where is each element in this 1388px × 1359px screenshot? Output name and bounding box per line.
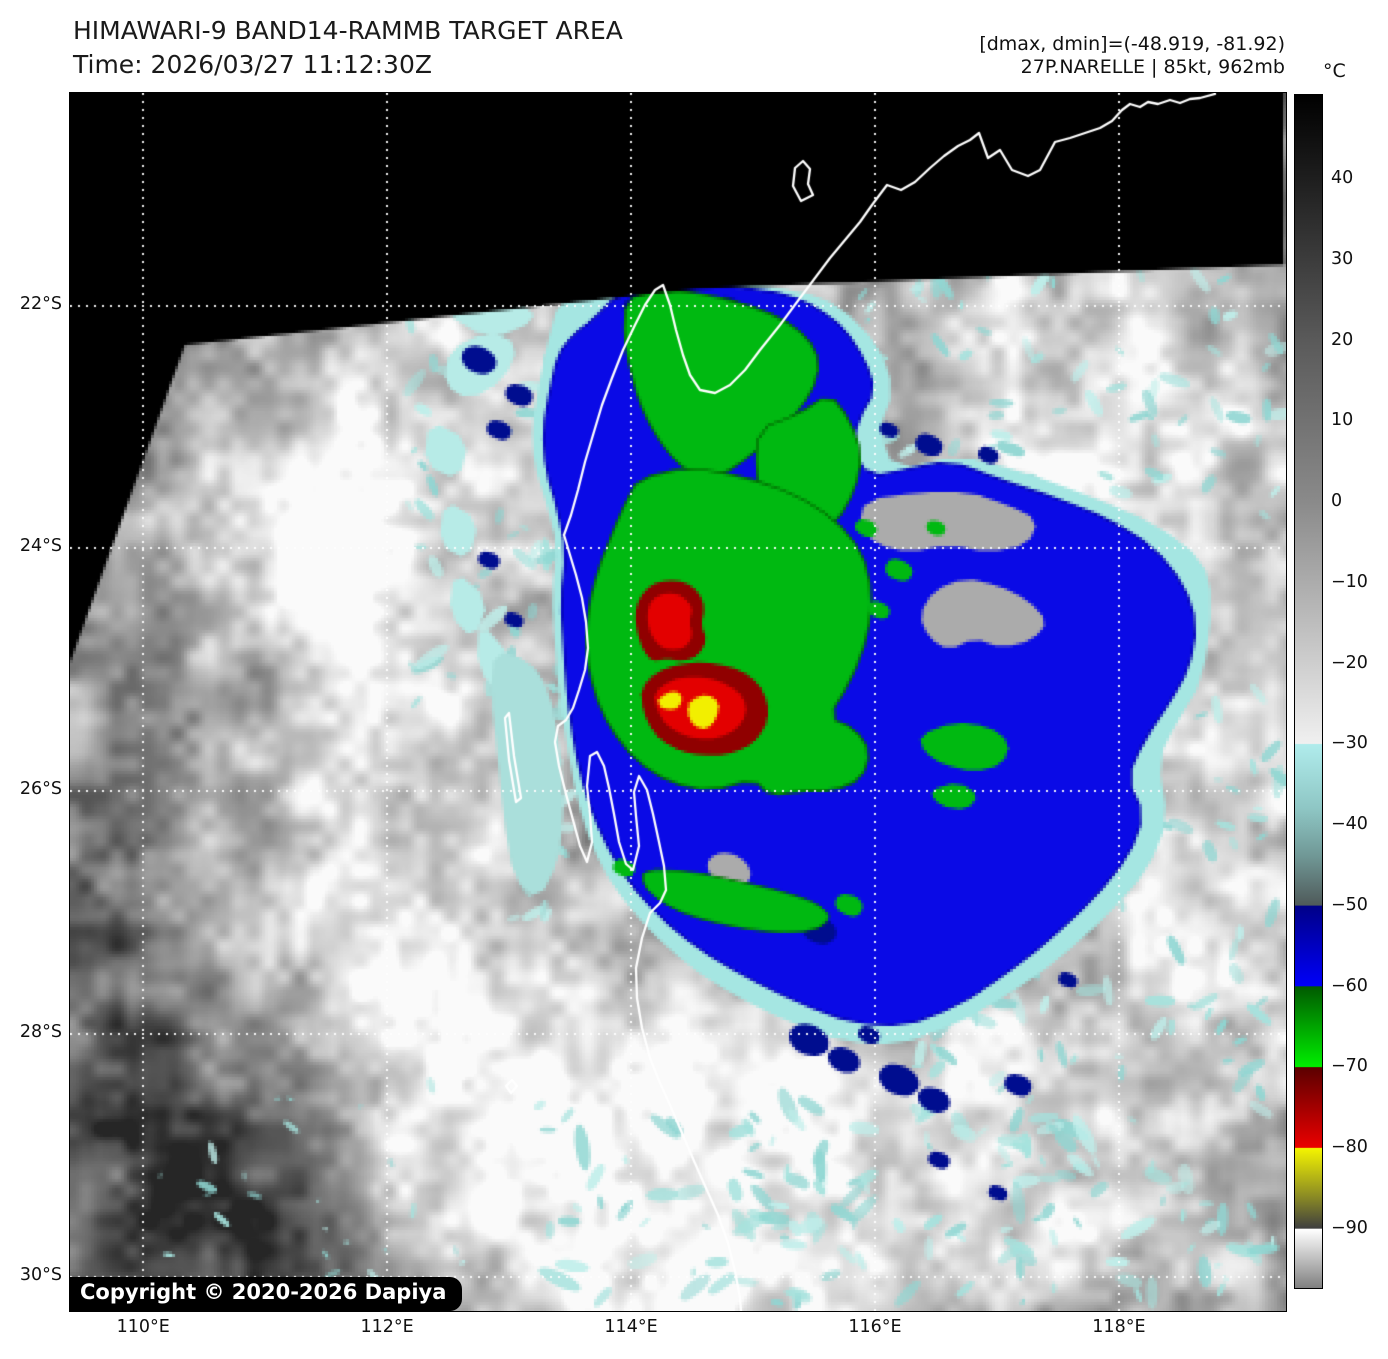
lon-tick-label: 118°E: [1092, 1317, 1146, 1337]
colorbar-tick-label: −20: [1331, 652, 1368, 673]
colorbar-tick-label: 30: [1331, 248, 1354, 269]
dmax-dmin-label: [dmax, dmin]=(-48.919, -81.92): [979, 33, 1285, 55]
colorbar-tick-label: −10: [1331, 571, 1368, 592]
storm-info-label: 27P.NARELLE | 85kt, 962mb: [1020, 56, 1285, 78]
lat-tick-label: 22°S: [19, 293, 62, 314]
lat-tick-label: 30°S: [19, 1264, 62, 1285]
colorbar-tick-label: −70: [1331, 1056, 1368, 1077]
lat-tick-label: 24°S: [19, 536, 62, 557]
colorbar-tick-label: 10: [1331, 410, 1354, 431]
colorbar-tick-label: −50: [1331, 894, 1368, 915]
colorbar-unit-label: °C: [1323, 60, 1346, 82]
lon-tick-label: 112°E: [360, 1317, 414, 1337]
title-block: HIMAWARI-9 BAND14-RAMMB TARGET AREA Time…: [73, 14, 623, 82]
colorbar-tick-label: −60: [1331, 975, 1368, 996]
copyright-badge: Copyright © 2020-2026 Dapiya: [70, 1277, 463, 1311]
colorbar-tick-label: 40: [1331, 168, 1354, 188]
lon-tick-label: 114°E: [604, 1317, 658, 1337]
colorbar-tick-label: 20: [1331, 329, 1354, 350]
lon-tick-label: 110°E: [116, 1317, 170, 1337]
colorbar: [1294, 94, 1323, 1289]
page-title: HIMAWARI-9 BAND14-RAMMB TARGET AREA: [73, 16, 623, 45]
colorbar-tick-label: −40: [1331, 814, 1368, 835]
colorbar-tick-label: −30: [1331, 733, 1368, 754]
lon-tick-label: 116°E: [848, 1317, 902, 1337]
colorbar-tick-label: −80: [1331, 1137, 1368, 1158]
lat-tick-label: 26°S: [19, 779, 62, 800]
annotation-block: [dmax, dmin]=(-48.919, -81.92) 27P.NAREL…: [979, 33, 1285, 79]
satellite-map-image: [69, 92, 1287, 1312]
lat-tick-label: 28°S: [19, 1022, 62, 1043]
timestamp: Time: 2026/03/27 11:12:30Z: [73, 50, 432, 79]
colorbar-tick-label: −90: [1331, 1218, 1368, 1239]
colorbar-tick-label: 0: [1331, 491, 1343, 512]
